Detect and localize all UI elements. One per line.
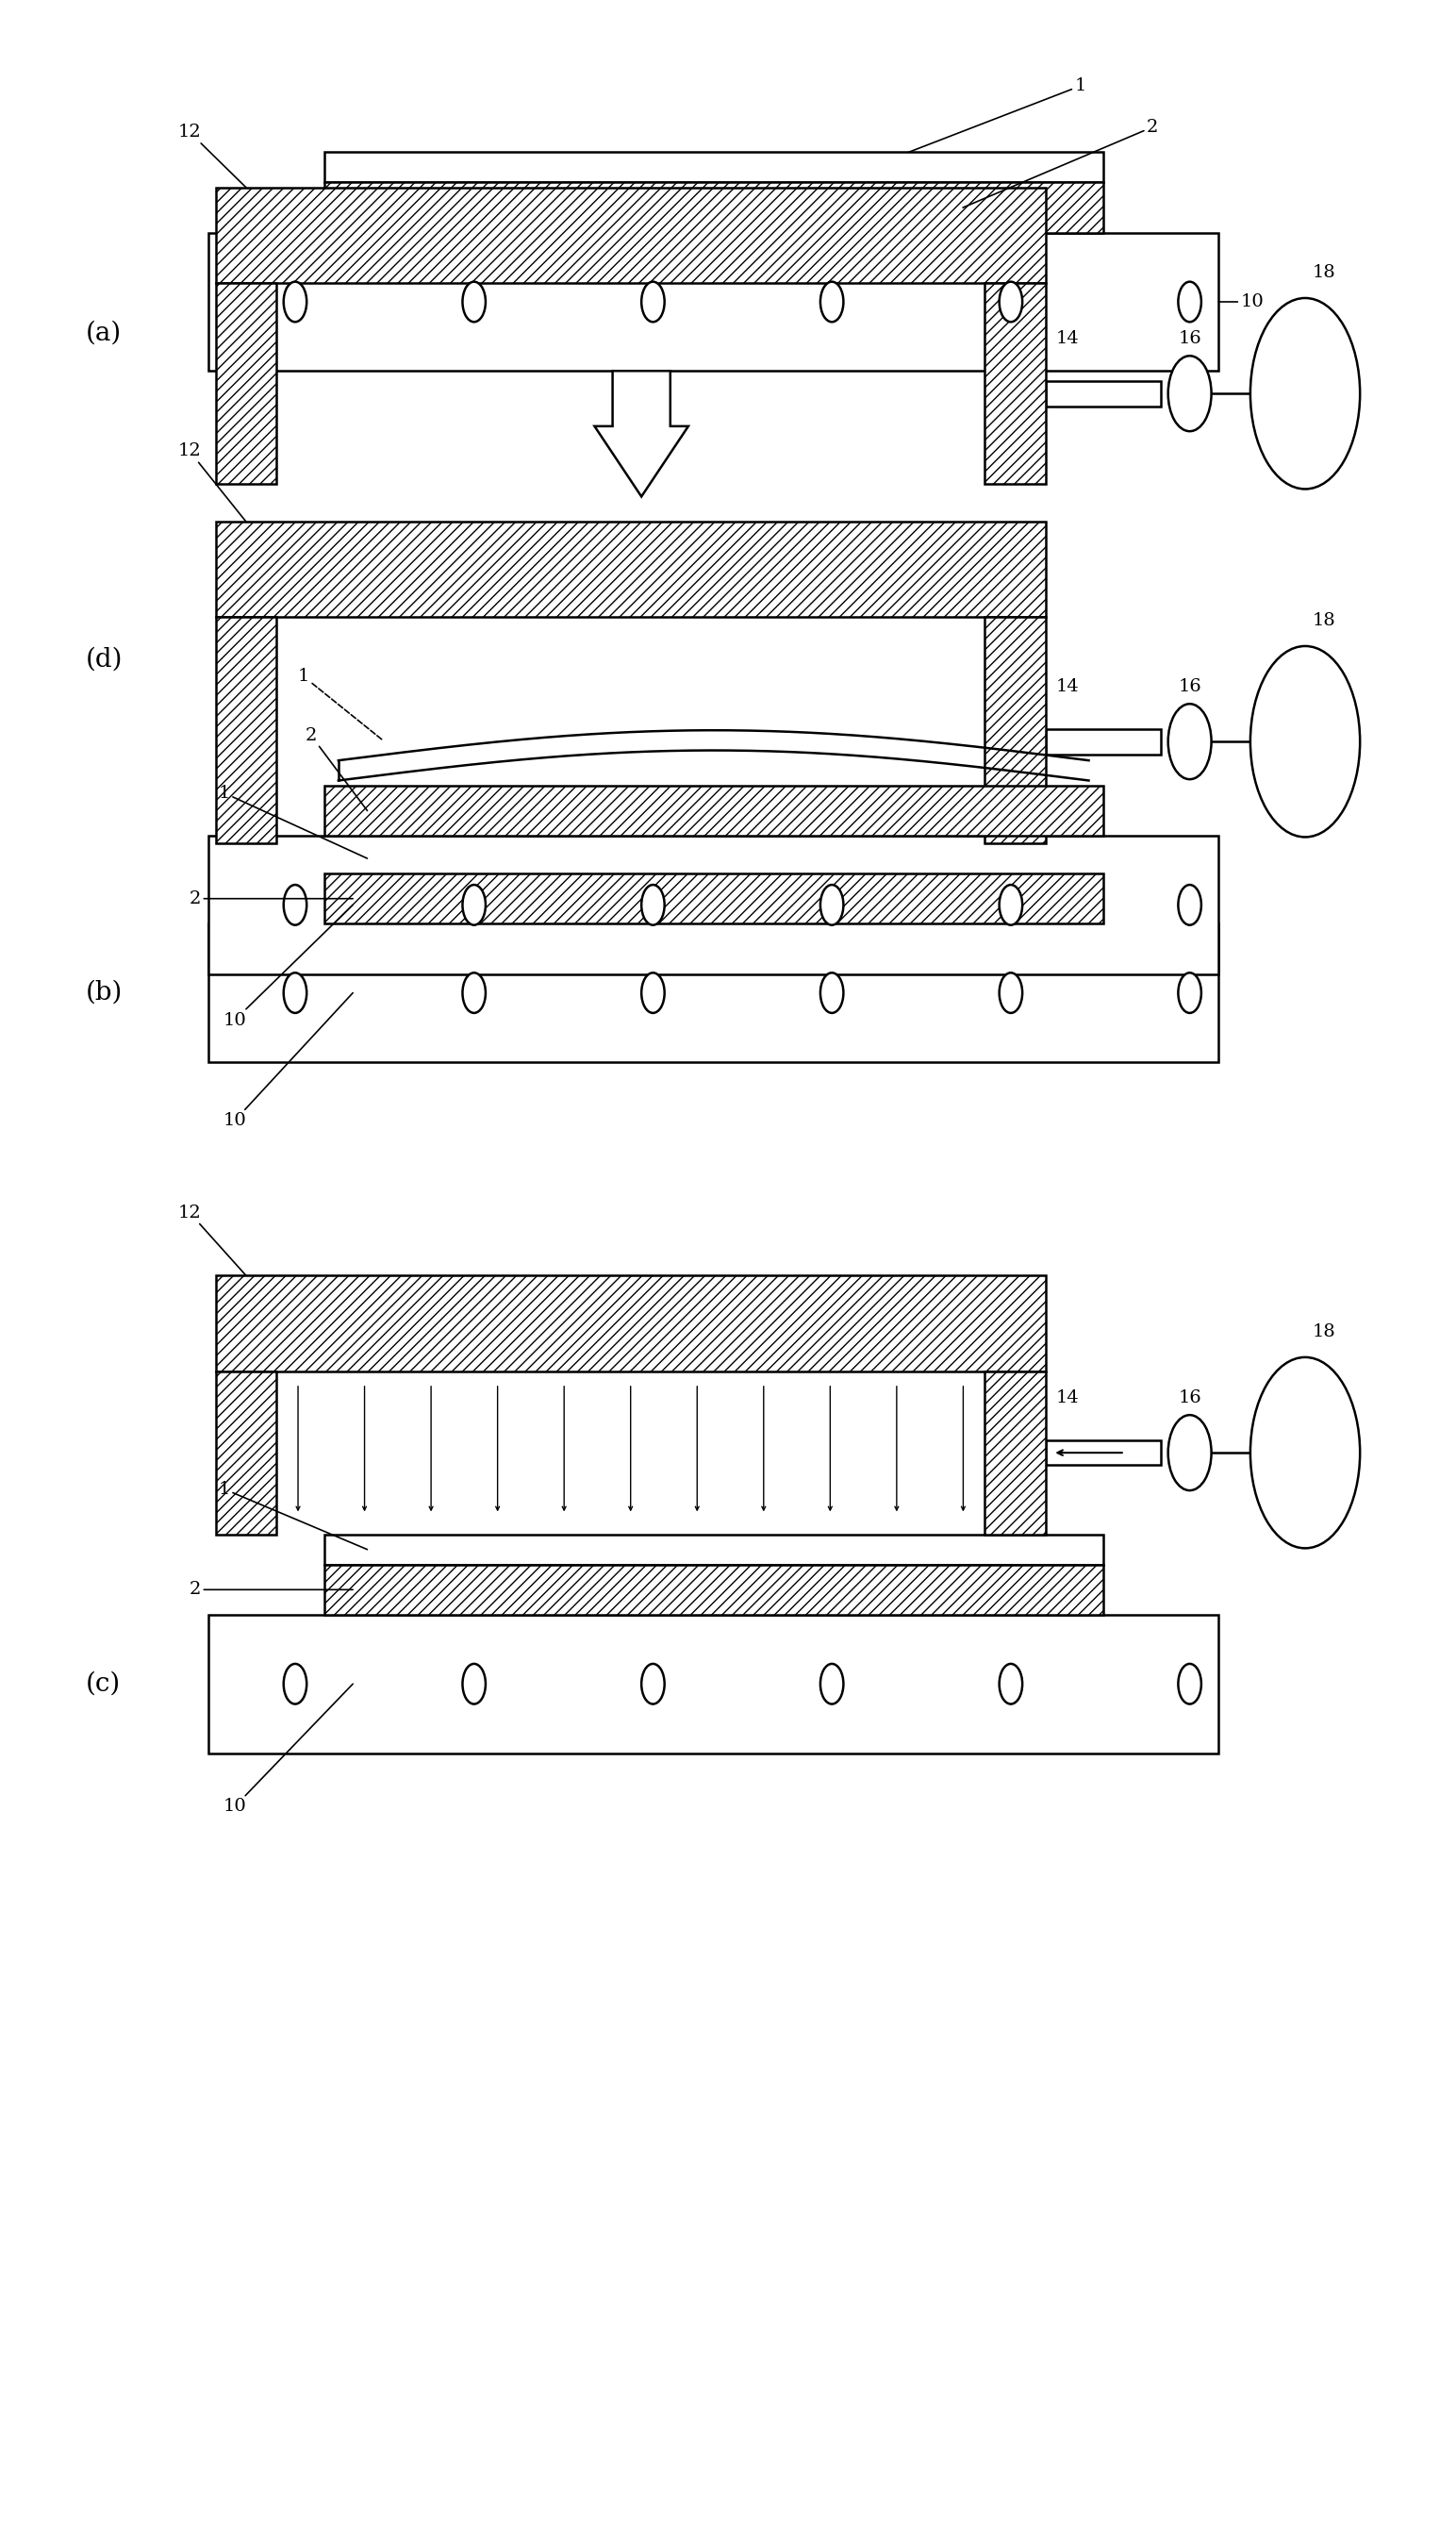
Circle shape: [1251, 298, 1360, 490]
Bar: [215, 1372, 277, 1533]
Bar: [208, 925, 1219, 1061]
Circle shape: [463, 973, 486, 1013]
Text: 16: 16: [1178, 331, 1201, 346]
Circle shape: [1251, 647, 1360, 836]
Bar: [325, 786, 1104, 836]
Text: 16: 16: [1178, 1389, 1201, 1407]
Bar: [215, 616, 277, 844]
Text: 14: 14: [1056, 331, 1079, 346]
Text: 12: 12: [178, 124, 246, 187]
Circle shape: [1178, 973, 1201, 1013]
Bar: [208, 1614, 1219, 1753]
Circle shape: [999, 283, 1022, 321]
Circle shape: [284, 283, 307, 321]
Circle shape: [820, 283, 843, 321]
Bar: [325, 844, 1104, 874]
Bar: [1045, 381, 1160, 407]
Text: 2: 2: [189, 1581, 352, 1599]
Bar: [325, 874, 1104, 925]
Text: (a): (a): [86, 321, 122, 346]
Bar: [208, 836, 1219, 975]
Bar: [1045, 730, 1160, 755]
Circle shape: [642, 973, 664, 1013]
Bar: [325, 182, 1104, 232]
Bar: [984, 1372, 1045, 1533]
Text: 12: 12: [178, 1205, 246, 1276]
Text: (b): (b): [86, 980, 124, 1005]
Bar: [984, 283, 1045, 485]
Bar: [215, 1276, 1045, 1372]
Text: 12: 12: [178, 442, 246, 523]
Circle shape: [284, 973, 307, 1013]
Bar: [215, 523, 1045, 616]
Text: 1: 1: [298, 667, 381, 740]
Circle shape: [999, 1665, 1022, 1705]
Text: 16: 16: [1178, 677, 1201, 695]
Text: 10: 10: [223, 993, 352, 1129]
Text: 1: 1: [218, 786, 367, 859]
Text: 1: 1: [218, 1480, 367, 1548]
Circle shape: [1168, 356, 1211, 432]
Circle shape: [642, 283, 664, 321]
Text: 18: 18: [1312, 611, 1335, 629]
Circle shape: [1178, 1665, 1201, 1705]
Circle shape: [463, 884, 486, 925]
Text: 10: 10: [1219, 293, 1264, 311]
Text: 10: 10: [223, 1685, 352, 1816]
Circle shape: [1168, 705, 1211, 778]
Bar: [325, 1564, 1104, 1614]
Circle shape: [1178, 884, 1201, 925]
Text: 10: 10: [223, 904, 352, 1028]
Circle shape: [1168, 1415, 1211, 1490]
Text: (d): (d): [86, 647, 124, 672]
FancyArrow shape: [594, 371, 689, 498]
Text: 2: 2: [189, 889, 352, 907]
Circle shape: [999, 973, 1022, 1013]
Bar: [325, 152, 1104, 182]
Text: 14: 14: [1056, 677, 1079, 695]
Bar: [984, 616, 1045, 844]
Bar: [215, 283, 277, 485]
Circle shape: [820, 1665, 843, 1705]
Circle shape: [820, 884, 843, 925]
Bar: [208, 232, 1219, 371]
Bar: [1045, 1440, 1160, 1465]
Circle shape: [820, 973, 843, 1013]
Text: 14: 14: [1056, 1389, 1079, 1407]
Circle shape: [642, 884, 664, 925]
Circle shape: [463, 1665, 486, 1705]
Circle shape: [1251, 1356, 1360, 1548]
Text: 1: 1: [909, 78, 1086, 152]
Bar: [325, 1533, 1104, 1564]
Text: 18: 18: [1312, 265, 1335, 280]
Circle shape: [284, 884, 307, 925]
Circle shape: [999, 884, 1022, 925]
Circle shape: [642, 1665, 664, 1705]
Circle shape: [463, 283, 486, 321]
Text: 18: 18: [1312, 1324, 1335, 1341]
Circle shape: [284, 1665, 307, 1705]
Circle shape: [1178, 283, 1201, 321]
Text: 2: 2: [306, 727, 367, 811]
Bar: [215, 187, 1045, 283]
Text: (c): (c): [86, 1672, 121, 1697]
Text: 2: 2: [962, 119, 1158, 207]
